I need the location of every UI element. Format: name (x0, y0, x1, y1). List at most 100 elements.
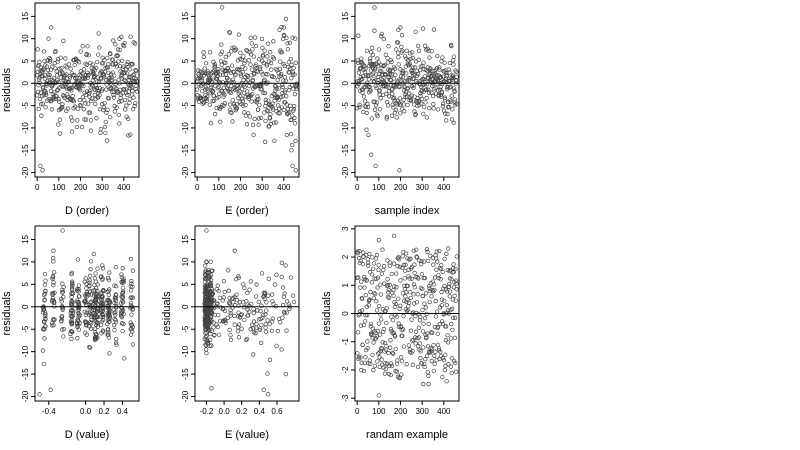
data-point (113, 82, 118, 87)
plot-frame (194, 225, 300, 402)
data-point (107, 270, 112, 275)
data-point (252, 85, 258, 90)
data-point (409, 276, 415, 281)
data-point (68, 308, 74, 313)
data-point (42, 327, 47, 332)
data-point (259, 322, 264, 328)
data-point (424, 247, 430, 252)
data-point (402, 268, 408, 273)
data-point (386, 287, 391, 292)
data-point (430, 330, 435, 336)
data-point (366, 132, 371, 138)
data-point (211, 93, 216, 98)
data-point (367, 63, 372, 68)
data-point (52, 90, 57, 95)
data-point (454, 254, 459, 259)
data-point (77, 320, 82, 326)
data-point (400, 254, 405, 259)
points-group (202, 228, 297, 397)
data-point (249, 99, 254, 104)
data-point (244, 89, 250, 94)
data-point (423, 100, 428, 105)
data-point (288, 132, 294, 137)
data-point (292, 91, 297, 97)
data-point (217, 332, 222, 337)
data-point (45, 67, 51, 73)
data-point (389, 59, 394, 64)
data-point (426, 321, 431, 327)
y-tick-label: -5 (341, 102, 350, 110)
data-point (112, 109, 118, 114)
x-tick-label: 100 (52, 183, 66, 192)
data-point (362, 63, 367, 69)
data-point (276, 316, 282, 322)
data-point (128, 295, 133, 301)
data-point (104, 138, 110, 143)
plot-frame (354, 2, 460, 178)
data-point (395, 40, 401, 45)
data-point (238, 312, 243, 318)
data-point (63, 56, 68, 61)
data-point (69, 272, 74, 277)
data-point (359, 77, 364, 82)
data-point (442, 97, 448, 102)
y-tick-label: 5 (181, 58, 190, 63)
data-point (281, 78, 286, 83)
data-point (449, 277, 454, 282)
data-point (242, 58, 248, 63)
data-point (376, 60, 381, 65)
data-point (428, 348, 434, 354)
data-point (70, 93, 75, 99)
data-point (221, 278, 227, 284)
data-point (367, 84, 372, 89)
data-point (410, 50, 415, 55)
data-point (113, 61, 119, 66)
data-point (225, 315, 231, 321)
data-point (223, 320, 228, 325)
data-point (385, 283, 390, 288)
data-point (37, 77, 42, 82)
data-point (286, 60, 291, 65)
data-point (366, 303, 371, 308)
data-point (128, 34, 133, 39)
data-point (123, 107, 128, 112)
data-point (439, 262, 444, 268)
data-point (375, 275, 381, 280)
data-point (255, 308, 260, 313)
data-point (96, 31, 101, 36)
data-point (83, 92, 88, 98)
y-tick-label: -10 (21, 122, 30, 134)
data-point (294, 86, 299, 92)
x-tick-label: 400 (437, 407, 451, 416)
data-point (37, 392, 42, 397)
data-point (77, 97, 82, 103)
data-point (429, 90, 434, 95)
data-point (402, 276, 407, 281)
data-point (68, 319, 73, 324)
data-point (435, 259, 440, 264)
data-point (398, 303, 403, 308)
panel-2: 0 100 200 300 400 -20 -15 -10 -5 0 5 10 15 E (order) r… (161, 2, 300, 217)
data-point (391, 76, 396, 81)
data-point (122, 356, 127, 361)
data-point (427, 288, 433, 294)
data-point (393, 72, 398, 77)
data-point (249, 41, 254, 46)
data-point (47, 59, 53, 64)
data-point (454, 287, 459, 292)
data-point (69, 286, 75, 291)
data-point (206, 269, 211, 275)
data-point (414, 300, 420, 305)
x-tick-label: 0 (195, 183, 200, 192)
data-point (128, 256, 134, 262)
data-point (270, 316, 275, 321)
data-point (111, 38, 116, 43)
data-point (245, 48, 250, 54)
x-tick-label: 0.0 (219, 407, 231, 416)
data-point (100, 328, 105, 333)
data-point (248, 279, 254, 284)
data-point (227, 30, 232, 35)
data-point (211, 325, 216, 330)
data-point (406, 267, 411, 272)
data-point (421, 111, 426, 116)
